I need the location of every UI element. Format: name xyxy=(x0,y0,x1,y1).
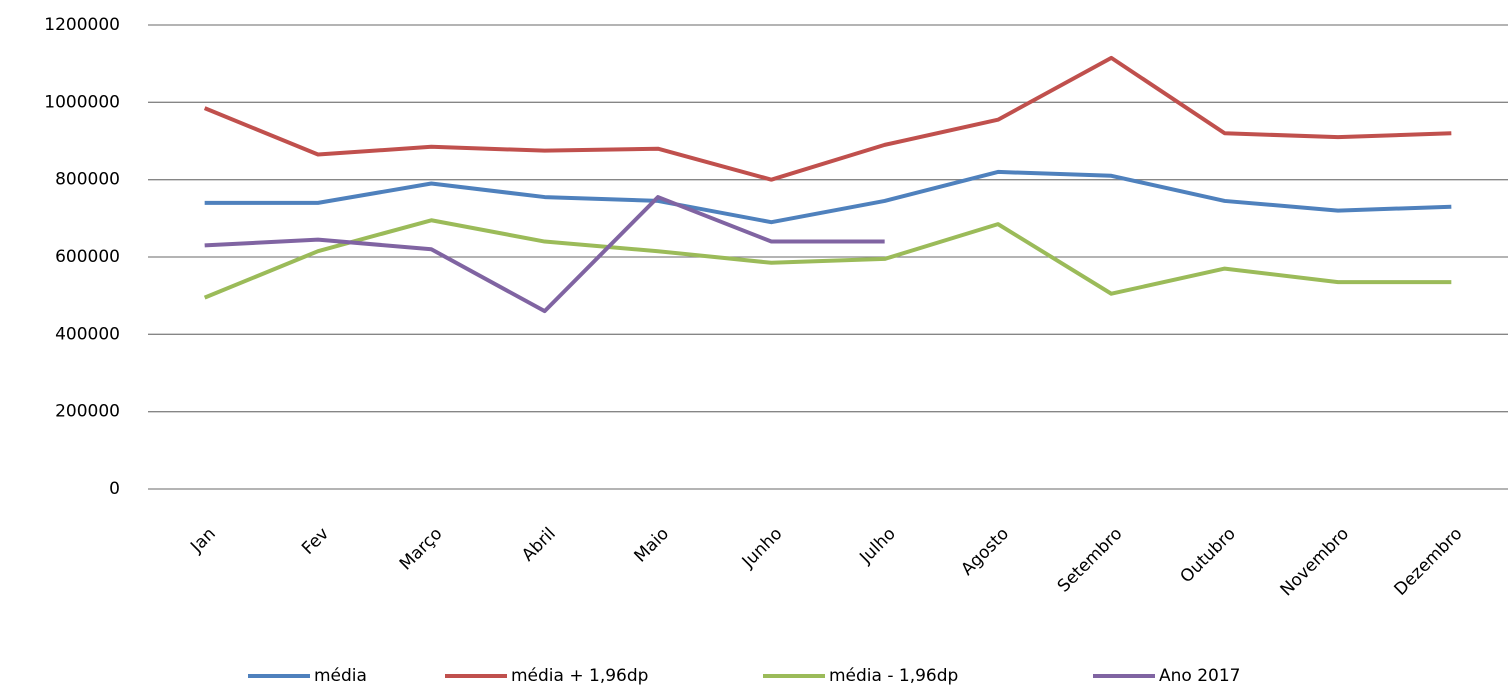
x-tick-label: Março xyxy=(396,524,447,575)
series-line xyxy=(203,218,1452,300)
series-line xyxy=(204,195,885,314)
x-tick-label: Julho xyxy=(855,524,899,568)
y-tick-label: 200000 xyxy=(55,402,120,422)
y-tick-label: 600000 xyxy=(55,247,120,267)
x-tick-label: Fev xyxy=(298,524,333,559)
x-tick-label: Jan xyxy=(186,524,219,557)
y-tick-label: 0 xyxy=(109,479,120,499)
x-tick-label: Agosto xyxy=(957,524,1013,580)
y-tick-label: 800000 xyxy=(55,170,120,190)
legend-label: média + 1,96dp xyxy=(511,666,648,686)
x-tick-label: Dezembro xyxy=(1391,524,1467,600)
legend-label: Ano 2017 xyxy=(1159,666,1240,686)
y-tick-label: 1000000 xyxy=(44,92,120,112)
series-line xyxy=(204,169,1452,225)
x-tick-label: Setembro xyxy=(1054,524,1127,597)
y-tick-label: 1200000 xyxy=(44,15,120,35)
legend-label: média xyxy=(314,666,367,686)
x-tick-label: Maio xyxy=(630,524,673,567)
x-tick-label: Novembro xyxy=(1277,524,1353,600)
legend-label: média - 1,96dp xyxy=(829,666,958,686)
y-tick-label: 400000 xyxy=(55,324,120,344)
x-tick-label: Junho xyxy=(738,524,787,573)
x-tick-label: Outubro xyxy=(1177,524,1240,587)
x-tick-label: Abril xyxy=(518,524,560,566)
series-line xyxy=(203,55,1452,182)
